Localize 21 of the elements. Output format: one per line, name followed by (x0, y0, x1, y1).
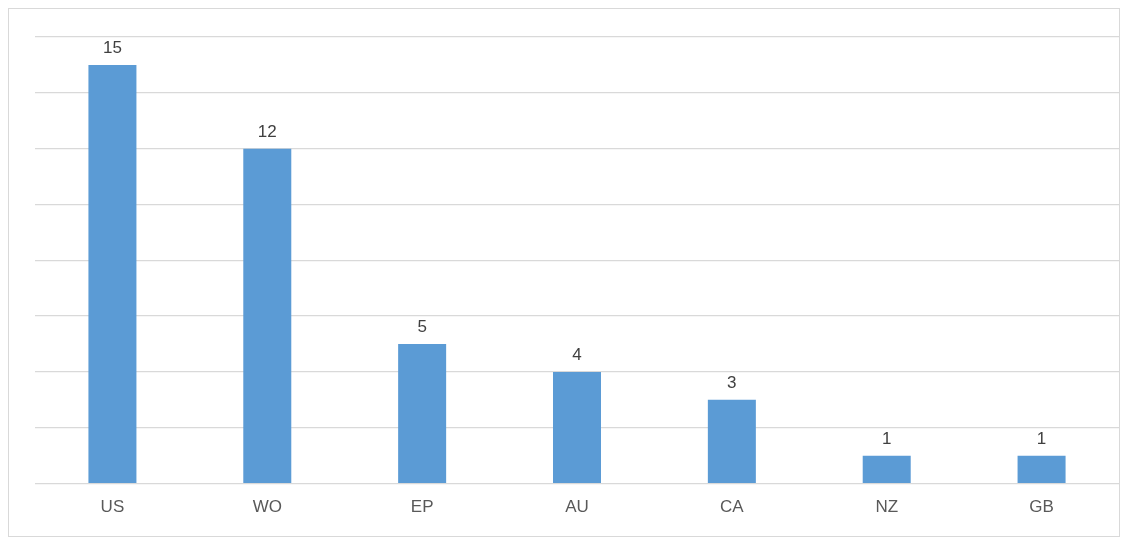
data-label: 1 (881, 428, 892, 448)
data-label: 15 (102, 38, 122, 58)
data-label: 5 (417, 317, 427, 337)
bar (707, 399, 756, 483)
x-tick-label: EP (410, 497, 434, 517)
bar (243, 148, 292, 483)
x-tick-label: NZ (875, 497, 899, 517)
x-tick-label: WO (252, 497, 282, 517)
bar (88, 64, 137, 483)
bar (1017, 455, 1066, 483)
data-label: 3 (727, 373, 737, 393)
bar (862, 455, 911, 483)
x-tick-label: AU (565, 497, 589, 517)
x-tick-label: CA (720, 497, 745, 517)
data-label: 12 (257, 121, 277, 141)
bar (398, 344, 447, 483)
bar (553, 371, 601, 483)
x-tick-label: GB (1029, 497, 1054, 517)
data-label: 1 (1036, 428, 1047, 448)
data-label: 4 (572, 345, 582, 365)
x-tick-label: US (100, 497, 125, 517)
